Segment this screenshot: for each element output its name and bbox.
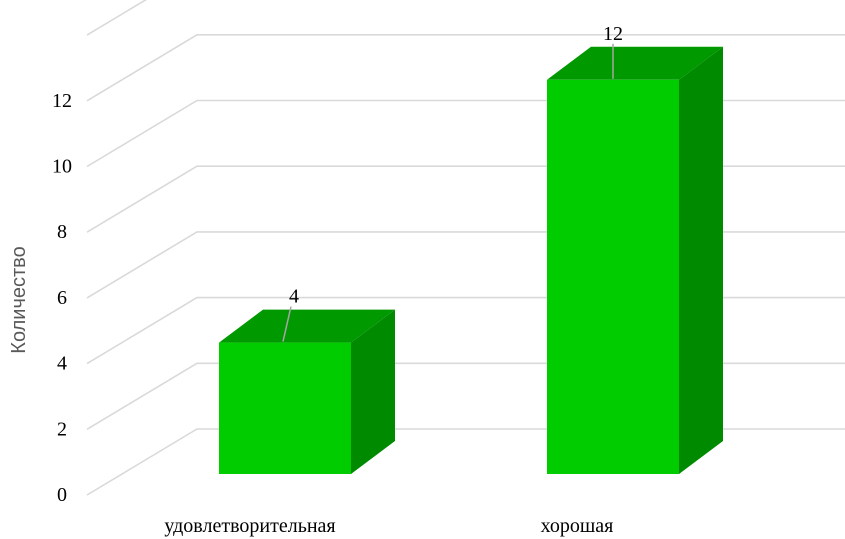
gridline bbox=[86, 231, 845, 299]
y-tick-label: 8 bbox=[57, 221, 67, 243]
gridline bbox=[86, 362, 845, 430]
y-tick-label: 4 bbox=[57, 353, 67, 375]
gridline bbox=[86, 428, 845, 496]
data-label: 12 bbox=[603, 23, 623, 45]
y-tick-label: 2 bbox=[57, 418, 67, 440]
y-tick-label: 10 bbox=[52, 156, 72, 178]
bar-front-face bbox=[547, 79, 679, 475]
x-category-label: удовлетворительная bbox=[164, 515, 335, 537]
gridlines bbox=[86, 0, 845, 496]
y-axis-ticks: 0 2 4 6 8 10 12 bbox=[52, 90, 72, 506]
y-tick-label: 6 bbox=[57, 287, 67, 309]
bar-top-face bbox=[219, 309, 395, 343]
y-tick-label: 12 bbox=[52, 90, 72, 112]
x-category-label: хорошая bbox=[541, 515, 614, 537]
bar-side-face bbox=[351, 309, 395, 474]
gridline bbox=[86, 165, 845, 233]
gridline bbox=[86, 296, 845, 365]
data-label-leader bbox=[282, 306, 292, 342]
bar-2: 12 bbox=[547, 23, 723, 475]
gridline bbox=[86, 34, 845, 102]
x-axis-categories: удовлетворительная хорошая bbox=[164, 515, 613, 537]
y-axis-label: Количество bbox=[8, 246, 30, 353]
bar-front-face bbox=[219, 342, 351, 474]
gridline bbox=[86, 0, 148, 36]
bar-top-face bbox=[547, 46, 723, 80]
data-label: 4 bbox=[289, 286, 299, 308]
bars: 4 12 bbox=[219, 23, 723, 475]
y-tick-label: 0 bbox=[57, 484, 67, 506]
bar-side-face bbox=[679, 46, 723, 475]
bar-1: 4 bbox=[219, 286, 395, 474]
gridline bbox=[86, 99, 845, 168]
